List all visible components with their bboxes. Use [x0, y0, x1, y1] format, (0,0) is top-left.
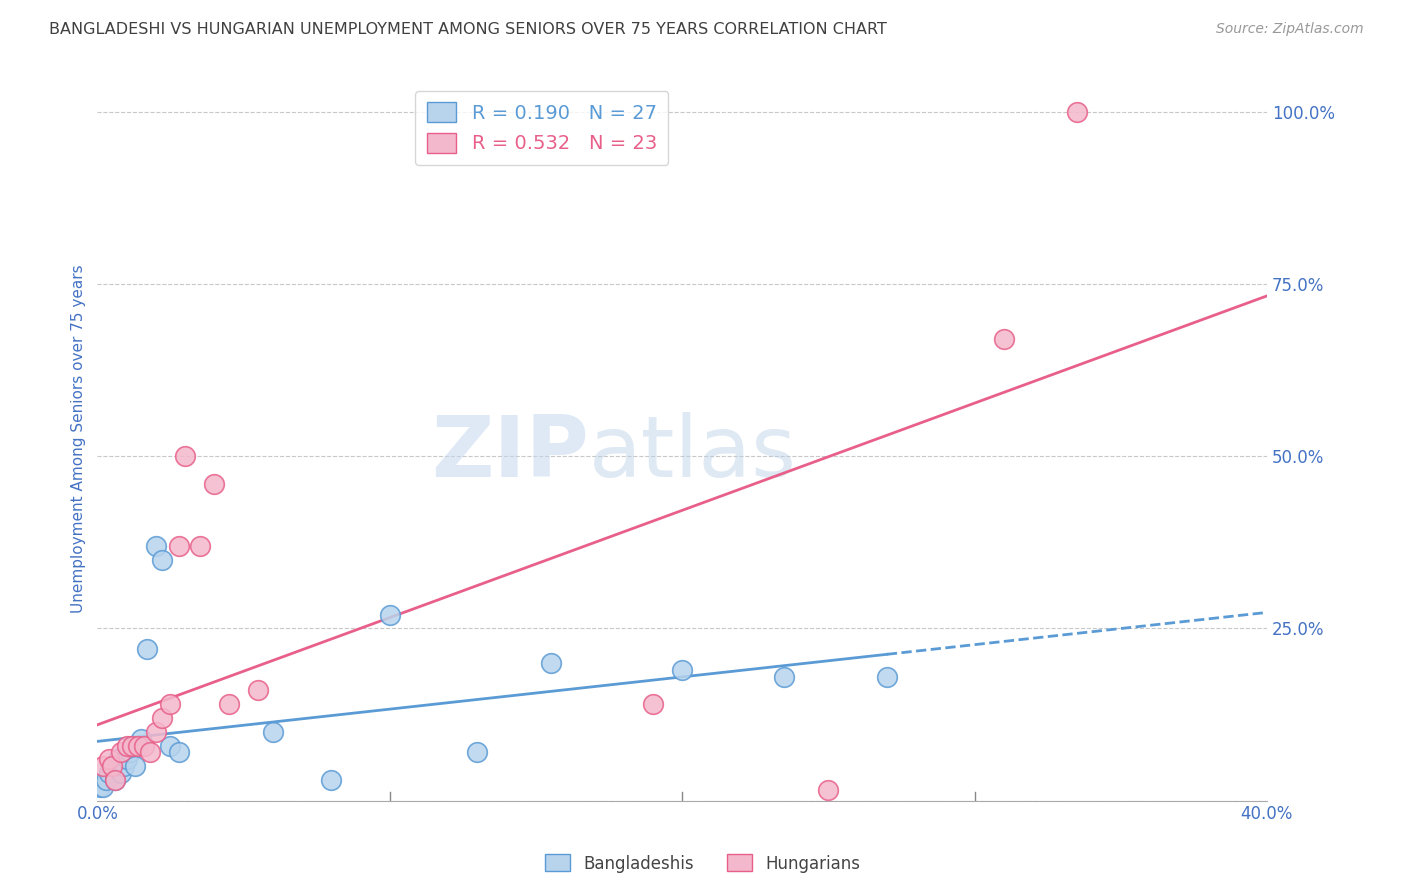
Point [540, 656, 562, 670]
Point [129, 731, 152, 746]
Point [218, 697, 240, 711]
Point [104, 772, 127, 787]
Point [98, 752, 121, 766]
Legend: R = 0.190   N = 27, R = 0.532   N = 23: R = 0.190 N = 27, R = 0.532 N = 23 [415, 91, 668, 165]
Point [671, 663, 693, 677]
Text: Source: ZipAtlas.com: Source: ZipAtlas.com [1216, 22, 1364, 37]
Point [262, 724, 284, 739]
Point [167, 746, 190, 760]
Point [98, 766, 121, 780]
Point [112, 759, 135, 773]
Point [115, 752, 138, 766]
Point [145, 539, 167, 553]
Point [104, 772, 127, 787]
Point [91, 780, 114, 794]
Point [134, 739, 156, 753]
Y-axis label: Unemployment Among Seniors over 75 years: Unemployment Among Seniors over 75 years [72, 265, 86, 614]
Text: BANGLADESHI VS HUNGARIAN UNEMPLOYMENT AMONG SENIORS OVER 75 YEARS CORRELATION CH: BANGLADESHI VS HUNGARIAN UNEMPLOYMENT AM… [49, 22, 887, 37]
Point [94, 772, 117, 787]
Point [91, 759, 114, 773]
Point [467, 746, 489, 760]
Point [110, 746, 132, 760]
Point [150, 711, 173, 725]
Point [115, 739, 138, 753]
Point [378, 607, 401, 622]
Point [773, 670, 796, 684]
Point [145, 724, 167, 739]
Point [159, 697, 181, 711]
Point [110, 766, 132, 780]
Point [124, 759, 146, 773]
Point [139, 746, 162, 760]
Text: ZIP: ZIP [430, 412, 589, 495]
Point [1066, 104, 1088, 119]
Point [121, 739, 143, 753]
Point [159, 739, 181, 753]
Point [118, 746, 141, 760]
Point [247, 683, 270, 698]
Point [150, 552, 173, 566]
Point [107, 752, 129, 766]
Point [167, 539, 190, 553]
Point [101, 759, 124, 773]
Point [321, 772, 343, 787]
Point [876, 670, 898, 684]
Point [188, 539, 211, 553]
Point [641, 697, 664, 711]
Point [89, 780, 111, 794]
Point [174, 449, 197, 463]
Point [202, 476, 225, 491]
Legend: Bangladeshis, Hungarians: Bangladeshis, Hungarians [538, 847, 868, 880]
Point [817, 783, 839, 797]
Point [101, 759, 124, 773]
Point [136, 642, 159, 657]
Point [127, 739, 149, 753]
Point [121, 739, 143, 753]
Text: atlas: atlas [589, 412, 797, 495]
Point [993, 332, 1015, 346]
